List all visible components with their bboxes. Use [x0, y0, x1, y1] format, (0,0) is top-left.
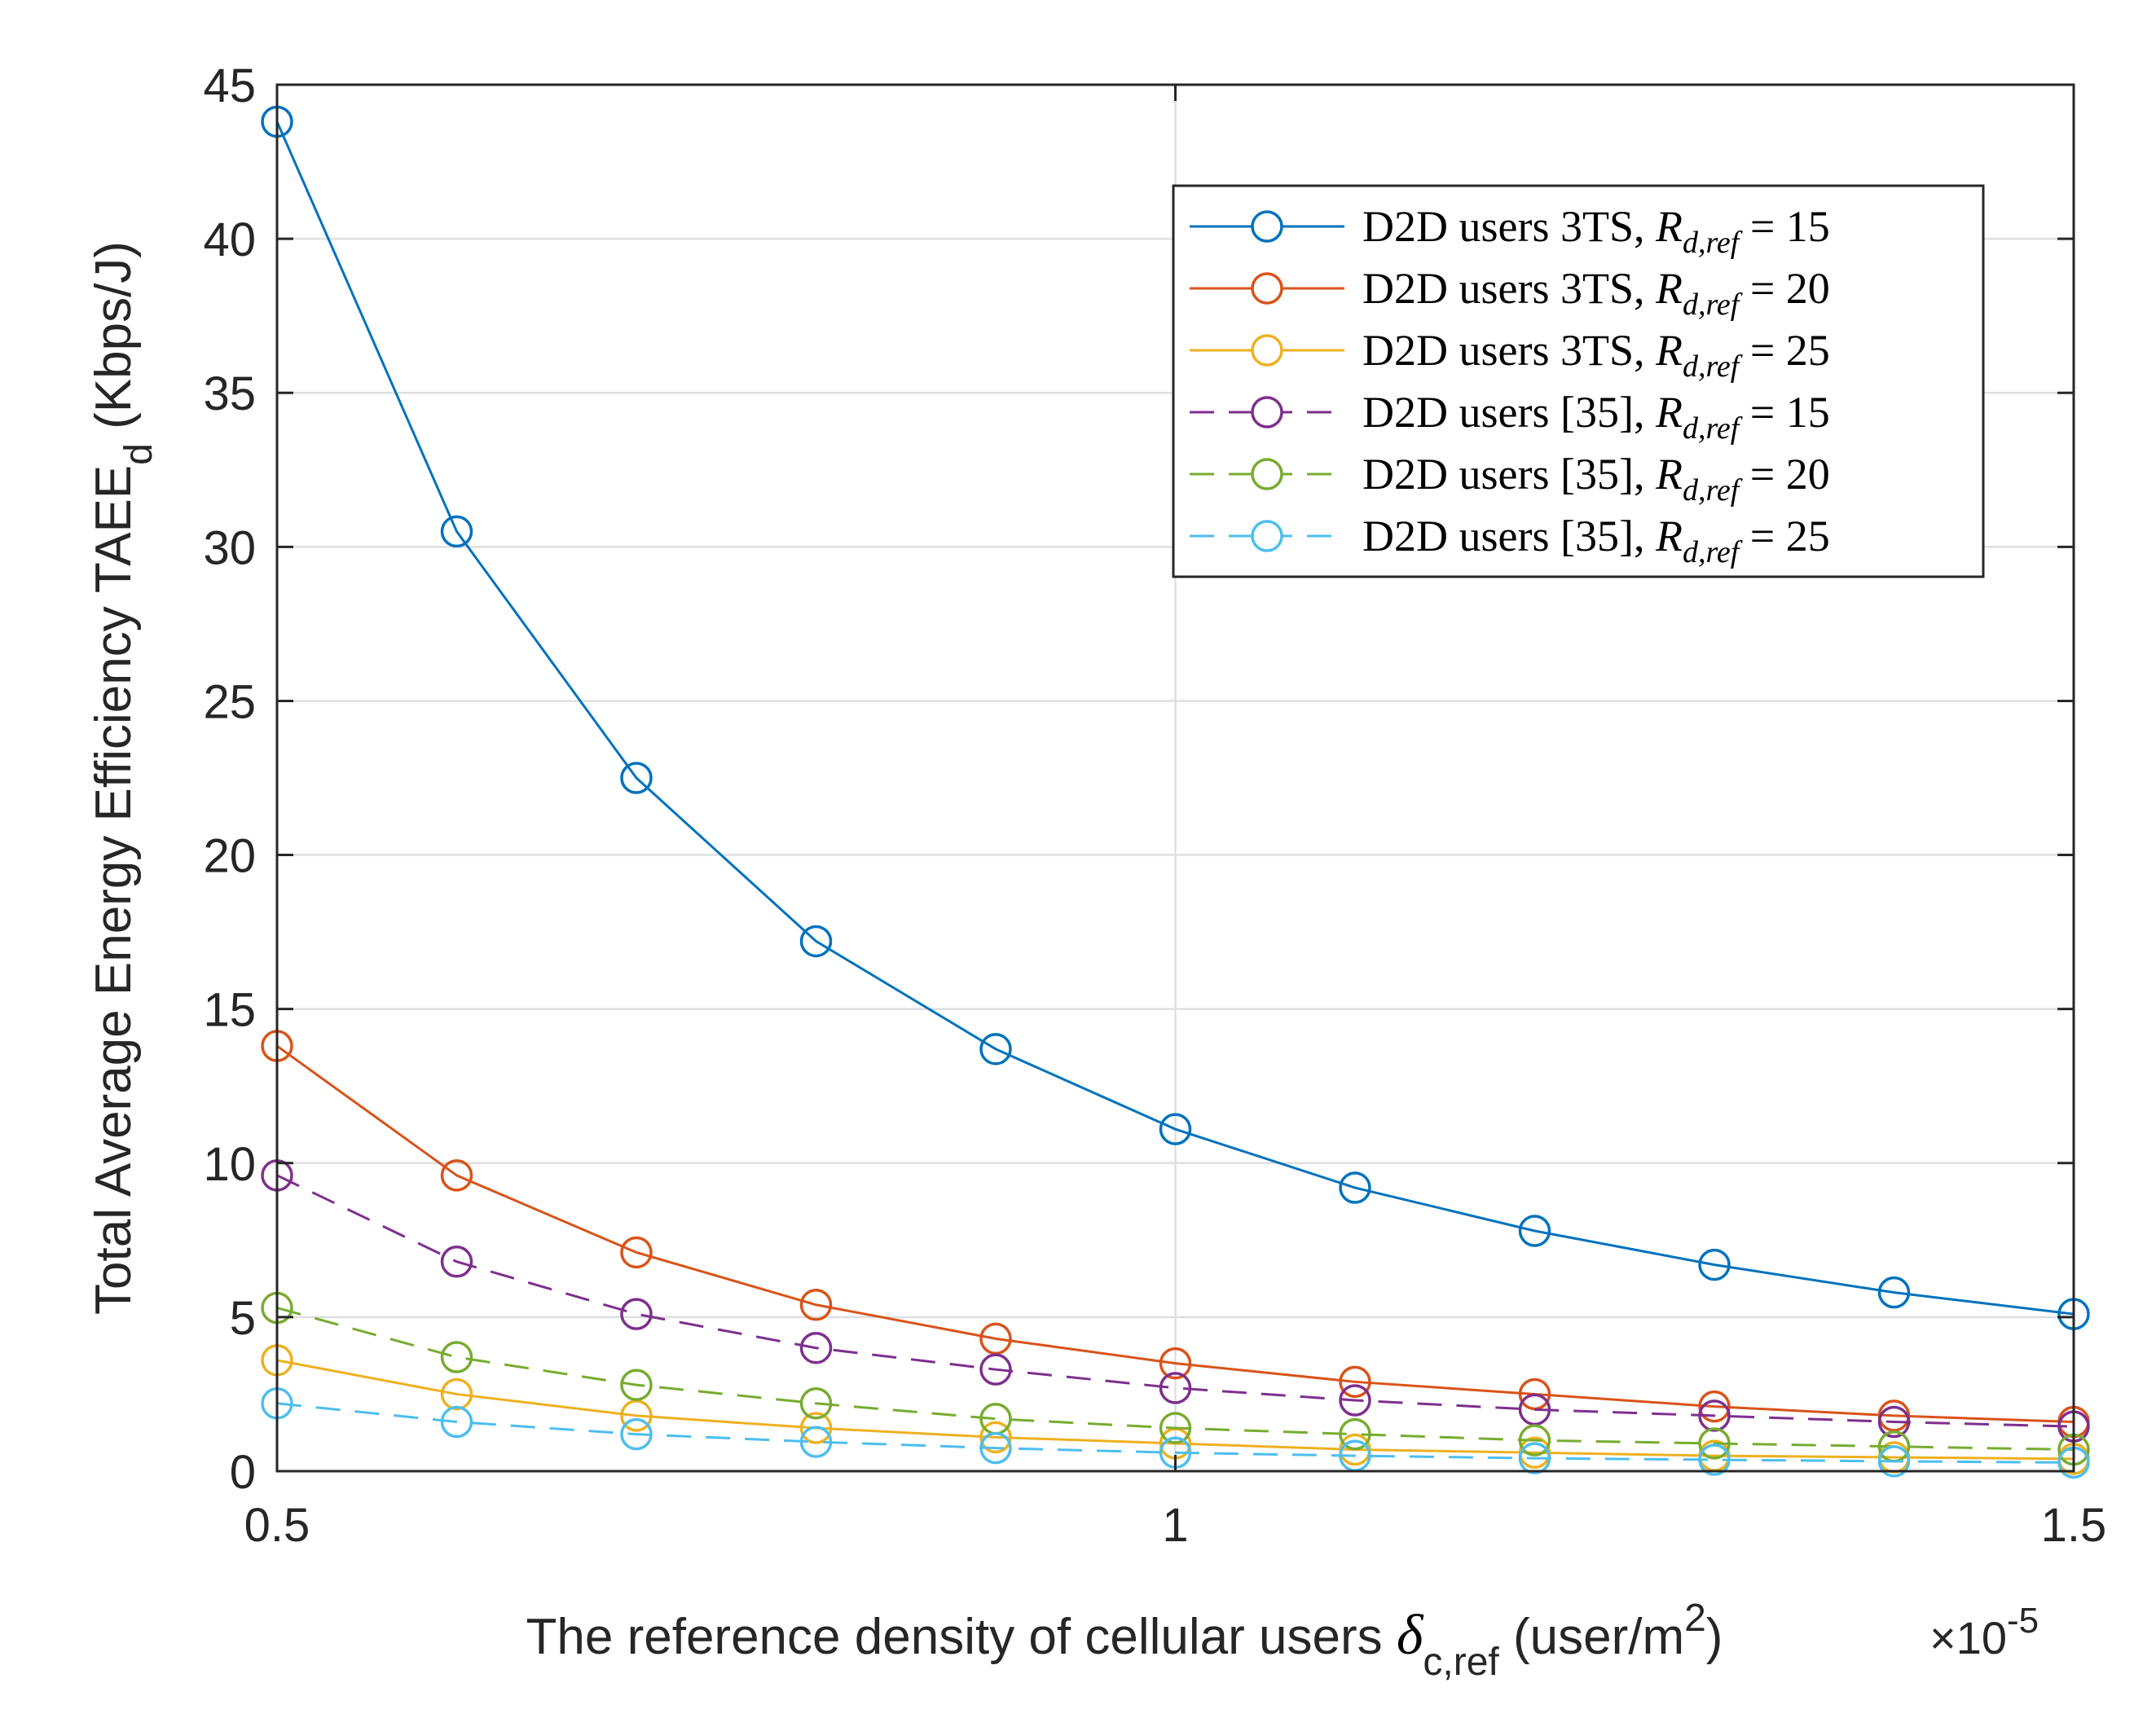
series-line — [276, 1307, 2075, 1452]
y-tick-label: 0 — [230, 1446, 256, 1499]
data-point-marker — [979, 1322, 1012, 1356]
data-point-marker — [799, 1289, 833, 1321]
data-point-marker — [620, 1369, 653, 1401]
data-point-marker — [1698, 1443, 1731, 1476]
legend-marker-sample — [1251, 334, 1283, 367]
series-line — [275, 121, 2075, 1316]
data-point-marker — [1518, 1393, 1551, 1426]
data-point-marker — [440, 1405, 473, 1439]
legend-box — [1172, 184, 1985, 578]
data-point-marker — [620, 1417, 653, 1451]
data-point-marker — [1877, 1445, 1911, 1478]
data-point-marker — [979, 1421, 1012, 1454]
legend-marker-sample — [1251, 210, 1283, 243]
series-1 — [261, 105, 2090, 1330]
legend-label: D2D users 3TS, Rd,ref = 20 — [1362, 264, 1830, 322]
y-tick-label: 30 — [203, 521, 256, 574]
data-point-marker — [620, 1399, 653, 1432]
series-line — [276, 1044, 2075, 1423]
legend-entry: D2D users 3TS, Rd,ref = 15 — [1190, 202, 1830, 260]
legend-label: D2D users [35], Rd,ref = 25 — [1362, 512, 1830, 569]
series-6 — [261, 1387, 2090, 1479]
data-point-marker — [1339, 1417, 1371, 1451]
data-point-marker — [799, 1331, 833, 1364]
x-tick-label: 1.5 — [2041, 1499, 2107, 1552]
series-line — [276, 1174, 2075, 1428]
data-point-marker — [1159, 1372, 1192, 1404]
x-axis-multiplier: ×10-5 — [1929, 1601, 2039, 1663]
data-point-marker — [440, 1341, 473, 1373]
data-point-marker — [1698, 1390, 1731, 1423]
data-point-marker — [1518, 1442, 1551, 1474]
legend-label: D2D users 3TS, Rd,ref = 25 — [1362, 326, 1830, 384]
data-point-marker — [440, 515, 473, 548]
y-tick-label: 20 — [203, 830, 256, 883]
data-point-marker — [1518, 1424, 1551, 1457]
x-tick-label: 0.5 — [244, 1499, 310, 1552]
y-tick-label: 15 — [203, 984, 256, 1037]
y-tick-label: 40 — [203, 213, 256, 266]
legend-entry: D2D users 3TS, Rd,ref = 25 — [1190, 326, 1830, 384]
data-point-marker — [1877, 1276, 1911, 1309]
data-point-marker — [440, 1159, 473, 1192]
legend-marker-sample — [1251, 396, 1283, 428]
data-point-marker — [620, 762, 653, 794]
data-point-marker — [1518, 1215, 1551, 1247]
data-point-marker — [799, 1387, 833, 1420]
data-point-marker — [1159, 1347, 1192, 1380]
x-axis-label: The reference density of cellular users … — [526, 1597, 1723, 1684]
series-layer — [261, 105, 2090, 1479]
y-tick-label: 5 — [230, 1292, 256, 1345]
data-point-marker — [1877, 1405, 1911, 1439]
data-point-marker — [1159, 1412, 1192, 1444]
x-tick-label: 1 — [1162, 1499, 1188, 1552]
data-point-marker — [979, 1353, 1012, 1386]
data-point-marker — [799, 1426, 833, 1458]
y-tick-label: 35 — [203, 367, 256, 420]
legend-entry: D2D users [35], Rd,ref = 20 — [1190, 450, 1830, 507]
y-tick-label: 25 — [203, 675, 256, 728]
legend-label: D2D users [35], Rd,ref = 20 — [1362, 450, 1830, 507]
data-point-marker — [620, 1236, 653, 1269]
y-axis-label: Total Average Energy Efficiency TAEEd (K… — [86, 241, 161, 1315]
data-point-marker — [799, 1412, 833, 1444]
data-point-marker — [440, 1246, 473, 1278]
data-point-marker — [1339, 1365, 1371, 1399]
y-tick-label: 10 — [203, 1138, 256, 1191]
data-point-marker — [620, 1298, 653, 1330]
data-point-marker — [1339, 1171, 1371, 1204]
legend-entry: D2D users [35], Rd,ref = 15 — [1190, 388, 1830, 446]
legend-marker-sample — [1251, 458, 1283, 490]
ticks: 0 5 10 15 20 25 30 35 40 45 0.5 1 1.5 — [203, 59, 2106, 1552]
series-line — [276, 1402, 2075, 1464]
axis-labels: The reference density of cellular users … — [86, 241, 2039, 1684]
legend-entry: D2D users 3TS, Rd,ref = 20 — [1190, 264, 1830, 322]
legend-label: D2D users [35], Rd,ref = 15 — [1362, 388, 1830, 446]
legend-label: D2D users 3TS, Rd,ref = 15 — [1362, 202, 1830, 260]
legend-entry: D2D users [35], Rd,ref = 25 — [1190, 512, 1830, 569]
data-point-marker — [979, 1431, 1012, 1465]
data-point-marker — [1698, 1248, 1731, 1281]
data-point-marker — [440, 1377, 473, 1411]
data-point-marker — [1339, 1384, 1371, 1417]
data-point-marker — [1698, 1399, 1731, 1432]
data-point-marker — [979, 1033, 1012, 1066]
legend-marker-sample — [1251, 520, 1283, 552]
legend-marker-sample — [1251, 272, 1283, 305]
data-point-marker — [799, 925, 833, 958]
data-point-marker — [1698, 1427, 1731, 1460]
data-point-marker — [1159, 1113, 1192, 1145]
y-tick-label: 45 — [203, 59, 256, 112]
